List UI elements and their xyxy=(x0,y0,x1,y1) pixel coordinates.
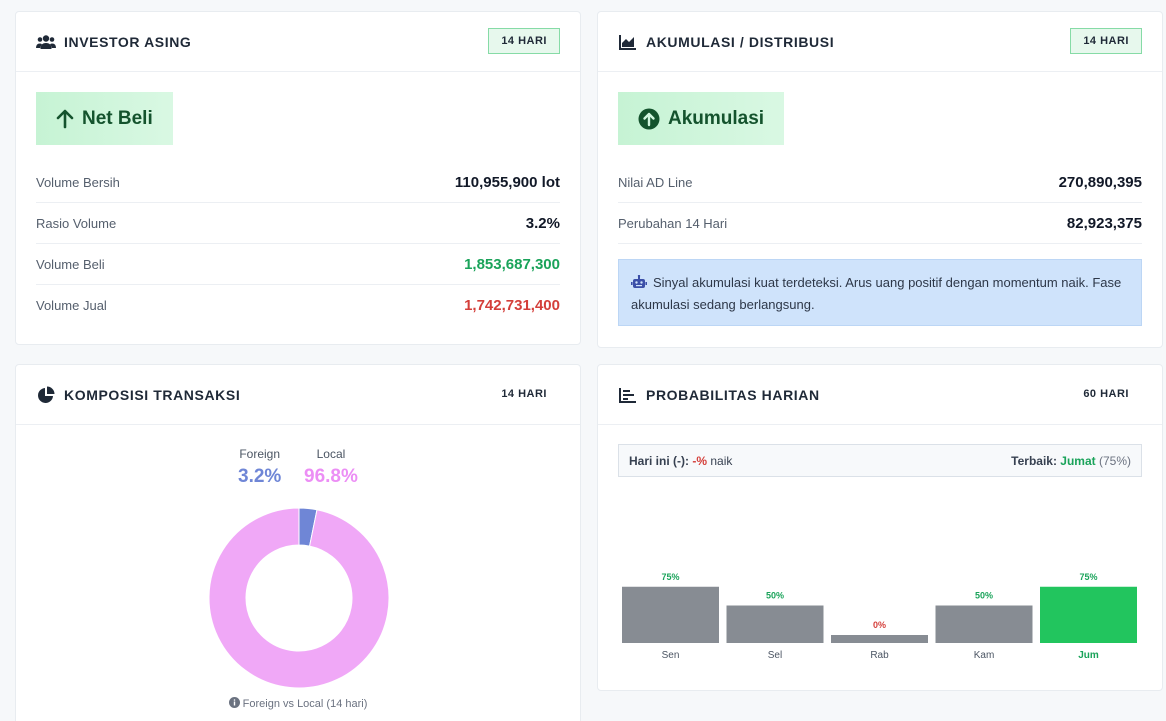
row-volume-bersih: Volume Bersih 110,955,900 lot xyxy=(36,162,560,203)
bar-category-label: Rab xyxy=(870,650,889,661)
akumulasi-card: AKUMULASI / DISTRIBUSI 14 HARI Akumulasi… xyxy=(597,11,1163,348)
legend-local-pct: 96.8% xyxy=(304,466,358,487)
investor-asing-header: INVESTOR ASING 14 HARI xyxy=(16,12,580,72)
bar-sen[interactable] xyxy=(622,586,719,643)
bar-jum[interactable] xyxy=(1040,586,1137,643)
best-pct: (75%) xyxy=(1098,453,1131,468)
daily-probability-chart: 75% Sen 50% Sel 0% Rab 50% Kam 75% Jum xyxy=(622,572,1137,661)
legend-local-label: Local xyxy=(316,447,346,461)
donut-chart xyxy=(208,507,390,689)
net-beli-signal: Net Beli xyxy=(36,92,173,145)
row-volume-beli: Volume Beli 1,853,687,300 xyxy=(36,244,560,285)
row-value: 82,923,375 xyxy=(1066,214,1142,232)
probabilitas-card: PROBABILITAS HARIAN 60 HARI Hari ini (-)… xyxy=(597,364,1163,691)
caption-text: Foreign vs Local (14 hari) xyxy=(242,698,368,710)
bar-chart-icon xyxy=(618,385,638,405)
bar-value-label: 50% xyxy=(975,591,993,601)
bar-value-label: 0% xyxy=(873,620,886,630)
best-day-info: Terbaik: Jumat (75%) xyxy=(1011,454,1131,468)
signal-info-box: Sinyal akumulasi kuat terdeteksi. Arus u… xyxy=(618,259,1142,326)
row-value: 3.2% xyxy=(525,214,560,232)
info-text: Sinyal akumulasi kuat terdeteksi. Arus u… xyxy=(631,275,1122,312)
period-badge: 14 HARI xyxy=(1070,28,1142,54)
bar-value-label: 75% xyxy=(1079,572,1097,582)
legend-foreign-label: Foreign xyxy=(239,447,280,461)
signal-label: Net Beli xyxy=(82,107,153,129)
period-badge: 60 HARI xyxy=(1083,388,1129,400)
legend-local: Local 96.8% xyxy=(304,447,358,488)
row-nilai-ad-line: Nilai AD Line 270,890,395 xyxy=(618,162,1142,203)
info-icon xyxy=(228,697,240,708)
period-badge: 14 HARI xyxy=(501,388,547,400)
row-label: Volume Jual xyxy=(36,298,107,313)
today-label: Hari ini (-): xyxy=(629,453,689,468)
donut-caption: Foreign vs Local (14 hari) xyxy=(16,697,580,710)
bar-kam[interactable] xyxy=(935,605,1033,644)
period-badge: 14 HARI xyxy=(488,28,560,54)
bar-sel[interactable] xyxy=(726,605,824,644)
row-value: 270,890,395 xyxy=(1058,173,1142,191)
pie-chart-icon xyxy=(36,385,56,405)
investor-asing-card: INVESTOR ASING 14 HARI Net Beli Volume B… xyxy=(15,11,581,345)
robot-icon xyxy=(631,275,647,288)
akumulasi-header: AKUMULASI / DISTRIBUSI 14 HARI xyxy=(598,12,1162,72)
row-value: 1,853,687,300 xyxy=(464,255,560,273)
card-title: KOMPOSISI TRANSAKSI xyxy=(64,386,241,403)
row-label: Perubahan 14 Hari xyxy=(618,215,728,231)
row-perubahan-14-hari: Perubahan 14 Hari 82,923,375 xyxy=(618,203,1142,244)
row-volume-jual: Volume Jual 1,742,731,400 xyxy=(36,285,560,326)
donut-slice-local[interactable] xyxy=(208,507,390,689)
bar-value-label: 75% xyxy=(661,572,679,582)
row-label: Rasio Volume xyxy=(36,215,117,231)
arrow-up-icon xyxy=(56,109,74,128)
card-title: AKUMULASI / DISTRIBUSI xyxy=(646,33,835,50)
best-day: Jumat xyxy=(1060,453,1096,468)
akumulasi-signal: Akumulasi xyxy=(618,92,785,145)
bar-category-label: Kam xyxy=(974,650,995,661)
arrow-circle-up-icon xyxy=(638,108,660,129)
bar-value-label: 50% xyxy=(766,591,784,601)
row-label: Volume Bersih xyxy=(36,174,120,190)
card-title: PROBABILITAS HARIAN xyxy=(646,386,820,403)
row-value: 1,742,731,400 xyxy=(464,297,560,314)
users-icon xyxy=(36,32,56,52)
area-chart-icon xyxy=(618,32,638,52)
signal-label: Akumulasi xyxy=(668,107,765,129)
today-info: Hari ini (-): -% naik xyxy=(629,454,732,468)
probabilitas-header: PROBABILITAS HARIAN 60 HARI xyxy=(598,365,1162,425)
row-value: 110,955,900 lot xyxy=(454,173,560,191)
bar-category-label: Sel xyxy=(768,650,782,661)
today-value: -% xyxy=(692,453,708,468)
best-label: Terbaik: xyxy=(1011,453,1057,468)
bar-rab[interactable] xyxy=(831,635,928,643)
legend-foreign-pct: 3.2% xyxy=(238,466,282,487)
card-title: INVESTOR ASING xyxy=(64,33,192,50)
today-suffix: naik xyxy=(710,453,733,468)
legend-foreign: Foreign 3.2% xyxy=(238,447,281,488)
today-summary-bar: Hari ini (-): -% naik Terbaik: Jumat (75… xyxy=(618,444,1142,477)
row-rasio-volume: Rasio Volume 3.2% xyxy=(36,203,560,244)
bar-category-label: Jum xyxy=(1078,650,1099,661)
row-label: Volume Beli xyxy=(36,256,105,272)
komposisi-header: KOMPOSISI TRANSAKSI 14 HARI xyxy=(16,365,580,425)
row-label: Nilai AD Line xyxy=(618,174,693,190)
komposisi-card: KOMPOSISI TRANSAKSI 14 HARI Foreign 3.2%… xyxy=(15,364,581,721)
bar-category-label: Sen xyxy=(662,650,680,661)
